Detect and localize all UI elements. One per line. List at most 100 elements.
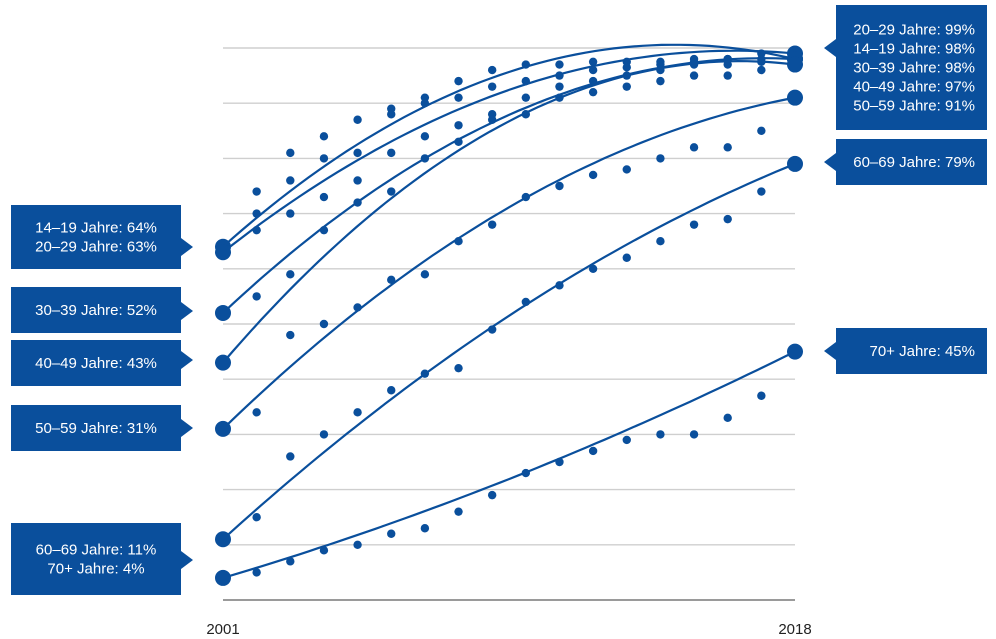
data-point [319,192,329,202]
data-point [555,82,564,91]
data-point [353,115,362,124]
data-point [420,524,430,533]
data-point [656,154,665,163]
data-point [588,57,598,66]
data-point [588,87,598,97]
endpoint-marker [215,354,231,371]
label-box [11,405,193,451]
data-point [387,187,396,196]
data-point [521,297,531,307]
label-text: 30–39 Jahre: 98% [853,60,975,77]
data-point [555,60,564,69]
data-point [723,71,732,80]
data-point [487,115,497,124]
endpoint-marker [787,56,803,73]
data-point [387,386,396,395]
data-point [689,143,699,152]
data-point [420,154,430,163]
data-point [689,220,699,229]
data-point [454,507,463,516]
data-point [252,408,261,417]
data-point [588,446,598,456]
data-point [319,225,329,235]
data-point [319,319,329,329]
data-point [286,452,295,461]
data-point [420,270,430,279]
label-text: 30–39 Jahre: 52% [35,302,157,319]
data-point [286,209,295,218]
data-point [555,71,564,80]
label-text: 20–29 Jahre: 99% [853,22,975,39]
data-point [454,121,463,130]
series-1 [215,43,803,255]
data-point [757,49,766,58]
data-point [454,76,463,86]
data-point [353,540,362,549]
label-text: 60–69 Jahre: 11% [36,542,157,559]
series-line [222,49,796,254]
data-point [487,490,497,500]
data-point [588,264,598,273]
label-box [11,205,193,269]
endpoint-marker [787,155,803,172]
data-point [622,435,631,445]
data-point [454,137,463,147]
data-point [622,82,631,91]
x-tick-label-end: 2018 [778,621,811,638]
end-label-3: 70+ Jahre: 45% [824,328,987,374]
data-point [723,413,732,423]
label-box [824,5,987,130]
data-point [723,143,732,152]
data-point [454,93,463,102]
data-point [689,71,699,80]
data-point [420,99,430,108]
start-label-4: 50–59 Jahre: 31% [11,405,193,451]
data-point [454,363,463,373]
data-point [723,214,732,224]
label-text: 60–69 Jahre: 79% [853,154,975,171]
data-point [656,430,665,439]
data-point [319,132,329,141]
label-text: 14–19 Jahre: 64% [35,220,157,237]
data-point [420,132,430,141]
start-label-5: 60–69 Jahre: 11% 70+ Jahre: 4% [11,523,193,595]
data-point [286,148,295,158]
data-point [588,170,598,180]
data-point [555,93,564,102]
series-7 [215,343,803,586]
data-point [387,148,396,158]
endpoint-marker [787,343,803,360]
data-point [487,82,497,91]
data-point [757,65,766,75]
label-text: 50–59 Jahre: 91% [853,98,975,115]
data-point [286,330,295,340]
data-point [656,76,665,86]
series-2 [215,45,803,261]
label-text: 20–29 Jahre: 63% [35,239,157,256]
label-box [11,523,193,595]
start-label-1: 14–19 Jahre: 64% 20–29 Jahre: 63% [11,205,193,269]
label-text: 40–49 Jahre: 97% [853,79,975,96]
data-point [656,237,665,246]
endpoint-marker [215,531,231,548]
label-box [11,340,193,386]
data-point [454,237,463,246]
data-point [521,110,531,119]
data-point [252,209,261,218]
data-point [353,198,362,207]
data-point [757,391,766,400]
data-point [521,76,531,86]
data-point [353,303,362,312]
endpoint-marker [215,569,231,586]
data-point [387,110,396,119]
endpoint-marker [215,304,231,321]
series-layer [215,43,803,586]
data-point [353,176,362,185]
data-point [252,292,261,301]
data-point [353,148,362,158]
start-label-3: 40–49 Jahre: 43% [11,340,193,386]
data-point [487,325,497,334]
data-point [757,126,766,135]
data-point [521,468,531,478]
endpoint-marker [787,89,803,106]
